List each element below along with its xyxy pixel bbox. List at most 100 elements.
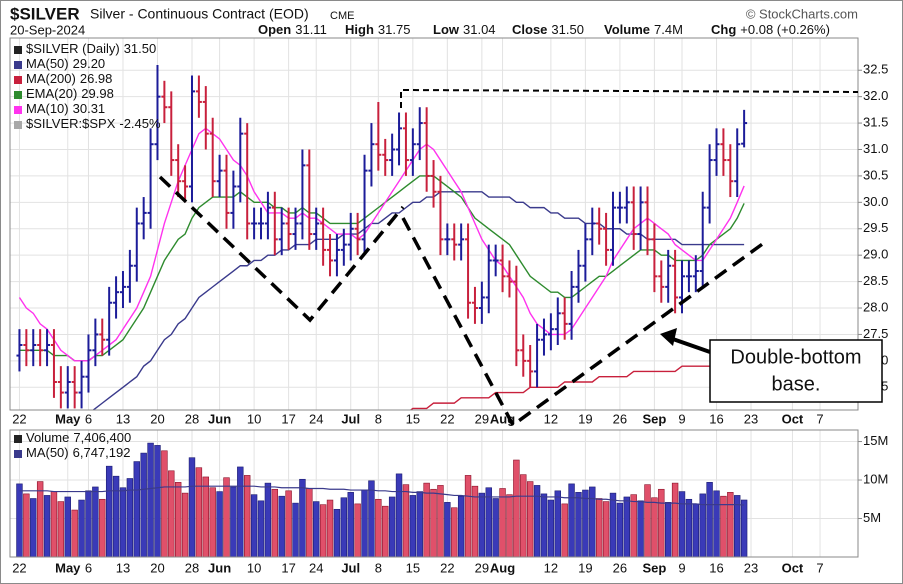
y-tick-label: 15M [863,433,888,448]
volume-bar [230,486,237,557]
x-tick-label: 26 [613,411,627,426]
volume-bar [181,492,189,557]
volume-bar [147,442,154,557]
header-field: Low 31.04 [433,22,496,37]
arrow-head [660,328,677,346]
volume-layer [16,442,748,557]
ma-line [92,191,745,410]
header-field: Open 31.11 [258,22,327,37]
legend-name: MA(10) [26,101,69,116]
legend-value: 7,406,400 [73,430,131,445]
y-tick-label: 29.0 [863,247,888,262]
field-label: Low [433,22,460,37]
volume-bar [395,473,403,557]
legend-name: MA(200) [26,71,76,86]
x-tick-label: Sep [642,560,666,575]
x-tick-label: 6 [85,411,92,426]
volume-bar [582,489,589,557]
legend-swatch [14,91,22,99]
volume-bar [202,476,209,557]
volume-bar [223,477,230,557]
volume-bar [526,481,534,557]
x-tick-label: 9 [678,560,685,575]
legend-name: MA(50) [26,445,69,460]
ma-line [19,175,745,362]
annotation-box [709,339,883,403]
volume-bar [250,494,258,557]
legend-swatch [14,106,22,114]
volume-bar [602,501,610,557]
y-tick-label: 10M [863,471,888,486]
annotation-text: Double-bottom [730,346,861,368]
volume-bar [195,467,203,557]
x-tick-label: 24 [309,411,323,426]
volume-bar [188,457,196,557]
volume-bar [319,504,327,557]
volume-bar [568,483,575,557]
y-tick-label: 27.5 [863,326,888,341]
volume-bar [609,492,617,557]
x-tick-label: 28 [185,560,199,575]
field-value: 31.04 [463,22,496,37]
volume-bar [237,466,244,557]
x-tick-label: 16 [709,411,723,426]
volume-bar [464,475,472,557]
volume-bar [112,475,120,557]
text-layer: $SILVER Silver - Continuous Contract (EO… [10,4,888,575]
x-tick-label: May [55,560,81,575]
x-tick-label: Oct [782,411,804,426]
legend-entry: $SILVER (Daily) 31.50 [26,41,156,56]
volume-bar [333,508,341,557]
volume-bar [99,498,106,557]
x-tick-label: 28 [185,411,199,426]
x-tick-label: 23 [744,411,758,426]
volume-bar [285,490,292,557]
x-tick-label: 9 [678,411,685,426]
legend-entry: EMA(20) 29.98 [26,86,114,101]
volume-bar [140,452,147,557]
volume-bar [257,500,265,557]
x-tick-label: 13 [116,560,130,575]
field-label: Open [258,22,291,37]
header-field: High 31.75 [345,22,410,37]
x-tick-label: Jul [341,411,360,426]
volume-bar [706,482,713,557]
legend-swatch [14,121,22,129]
volume-bar [354,503,361,557]
legend-swatch [14,61,22,69]
volume-bar [540,493,548,557]
volume-bar [133,461,140,557]
x-tick-label: 22 [440,560,454,575]
legend-value: 29.98 [81,86,114,101]
field-value: 31.50 [551,22,584,37]
y-tick-label: 5M [863,510,881,525]
ma-line [19,485,745,506]
x-tick-label: 26 [613,560,627,575]
volume-bar [713,490,720,557]
volume-bar [264,482,272,557]
volume-bar [278,495,285,557]
legend-value: 30.31 [73,101,106,116]
y-tick-label: 28.0 [863,299,888,314]
legend-entry: MA(50) 6,747,192 [26,445,130,460]
legend-name: Volume [26,430,69,445]
field-value: 31.11 [295,22,327,37]
volume-bar [478,492,486,557]
y-tick-label: 32.0 [863,88,888,103]
legend-value: 29.20 [73,56,106,71]
volume-bar [506,494,513,557]
volume-bar [416,491,423,557]
x-tick-label: 10 [247,560,261,575]
x-tick-label: 8 [375,411,382,426]
volume-bar [499,488,506,557]
volume-bar [126,478,134,557]
volume-bar [533,485,541,557]
volume-bar [168,470,175,557]
symbol: $SILVER [10,4,80,23]
volume-bar [388,496,396,557]
x-tick-label: Jun [208,411,231,426]
x-tick-label: Jun [208,560,231,575]
volume-frame [9,429,859,558]
field-label: Chg [711,22,736,37]
y-tick-label: 29.5 [863,220,888,235]
